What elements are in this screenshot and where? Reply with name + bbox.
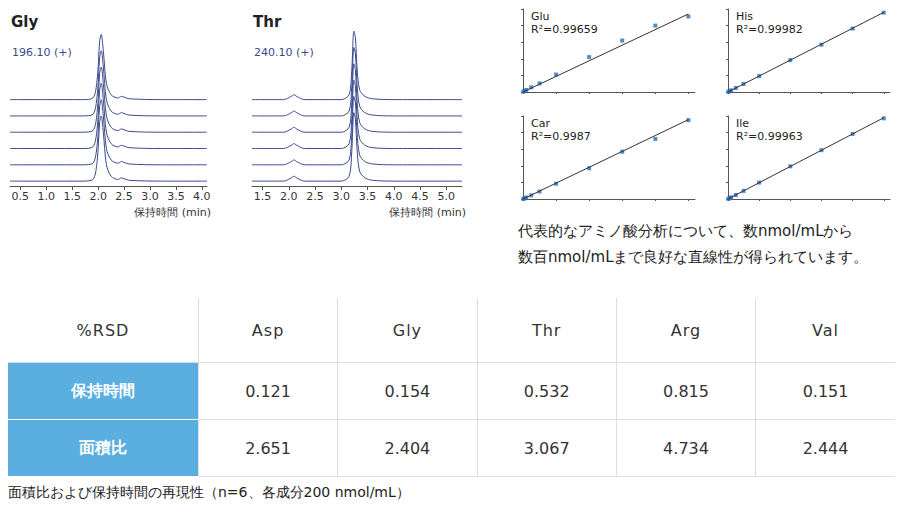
html-text:Gly: Gly [392,320,422,340]
svg-text:4.5: 4.5 [411,190,429,203]
svg-text:2.5: 2.5 [306,190,324,203]
svg-text:Gly: Gly [11,13,38,31]
svg-text:240.10 (+): 240.10 (+) [254,46,314,59]
html-text:0.151: 0.151 [802,381,849,401]
svg-text:R²=0.99963: R²=0.99963 [736,130,803,143]
html-text:0.121: 0.121 [245,381,291,401]
svg-text:R²=0.99659: R²=0.99659 [531,23,598,36]
html-text:2.651: 2.651 [245,438,291,458]
svg-text:3.5: 3.5 [167,190,185,203]
svg-text:R²=0.9987: R²=0.9987 [531,130,591,143]
html-text:0.815: 0.815 [663,381,709,401]
svg-text:Glu: Glu [531,10,550,23]
svg-text:Thr: Thr [253,13,282,31]
html-text:面積比および保持時間の再現性（n=6、各成分200 nmol: 面積比および保持時間の再現性（n=6、各成分200 nmol/mL） [8,484,410,500]
svg-text:R²=0.99982: R²=0.99982 [736,23,803,36]
html-text:2.404: 2.404 [384,438,431,458]
html-text:保持時間: 保持時間 [71,380,135,400]
svg-text:0.5: 0.5 [12,190,30,203]
svg-text:2.0: 2.0 [89,190,107,203]
svg-text:2.5: 2.5 [115,190,133,203]
svg-text:5.0: 5.0 [438,190,456,203]
html-text:2.444: 2.444 [802,438,849,458]
svg-text:His: His [736,10,753,23]
svg-text:4.0: 4.0 [193,190,211,203]
svg-text:Car: Car [531,117,550,130]
html-text:面積比: 面積比 [79,437,127,457]
svg-text:保持時間 (min): 保持時間 (min) [389,206,466,219]
svg-text:4.0: 4.0 [385,190,403,203]
html-text:0.154: 0.154 [384,381,431,401]
svg-text:3.0: 3.0 [333,190,351,203]
html-text:3.067: 3.067 [523,438,570,458]
svg-text:1.0: 1.0 [38,190,56,203]
svg-text:3.5: 3.5 [359,190,377,203]
svg-text:Ile: Ile [736,117,749,130]
svg-text:保持時間 (min): 保持時間 (min) [134,206,211,219]
svg-text:1.5: 1.5 [254,190,272,203]
html-text:数百nmol/mLまで良好な直線性が得られています。: 数百nmol/mLまで良好な直線性が得られています。 [518,248,869,266]
svg-text:1.5: 1.5 [63,190,81,203]
svg-text:3.0: 3.0 [141,190,159,203]
html-text:%RSD: %RSD [76,320,130,340]
html-text:4.734: 4.734 [663,438,709,458]
html-text:代表的なアミノ酸分析について、数nmol/mLから: 代表的なアミノ酸分析について、数nmol/mLから [518,222,854,240]
svg-text:2.0: 2.0 [280,190,298,203]
html-text:Thr: Thr [532,320,562,340]
html-text:0.532: 0.532 [523,381,570,401]
html-text:Arg: Arg [670,320,702,340]
html-text:Asp: Asp [251,320,285,340]
svg-text:196.10 (+): 196.10 (+) [12,46,72,59]
html-text:Val: Val [812,320,840,340]
